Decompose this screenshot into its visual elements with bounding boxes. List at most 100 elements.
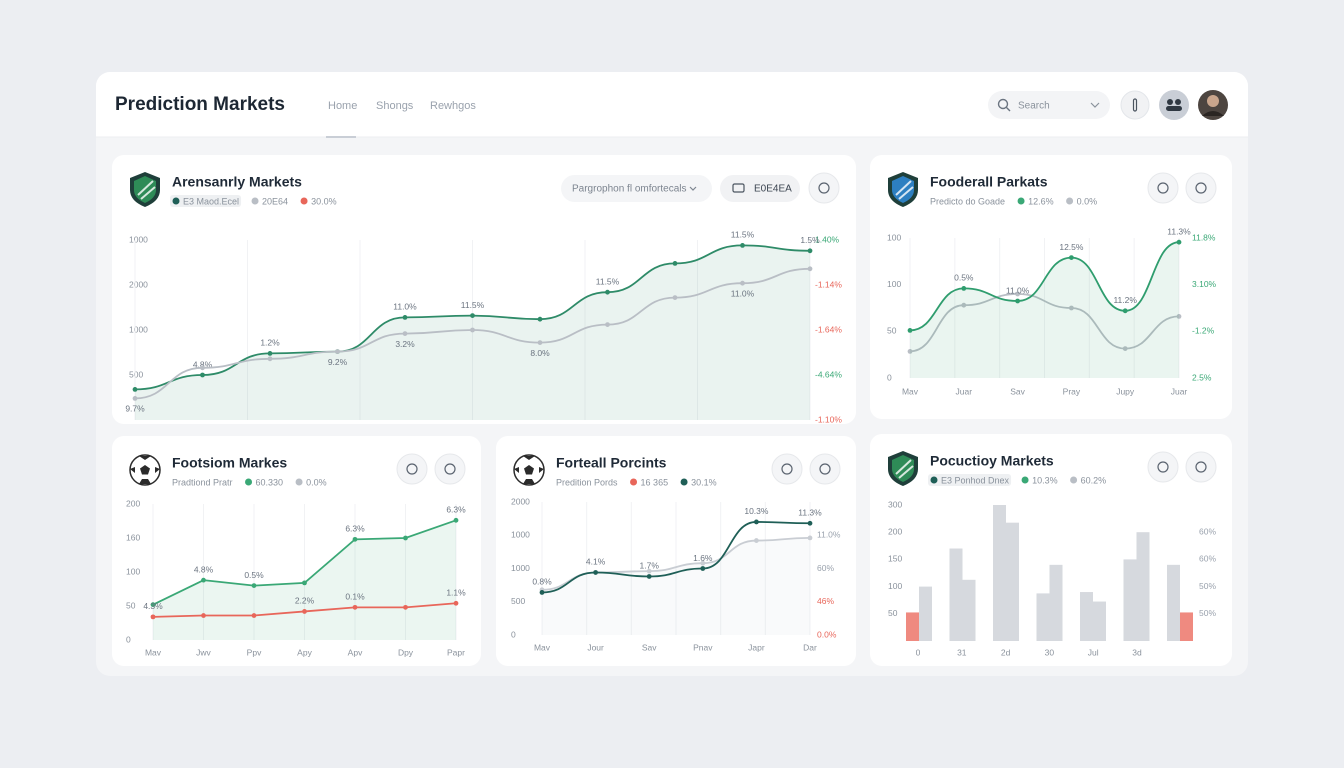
x-axis-label: Sav xyxy=(1010,386,1025,396)
x-axis-label: Pnav xyxy=(693,642,713,652)
icon-glyph xyxy=(406,463,418,475)
avatar-body xyxy=(1202,111,1224,116)
legend-label: 16 365 xyxy=(641,477,669,487)
icon-button[interactable] xyxy=(1185,172,1217,204)
point-label: 11.0% xyxy=(731,288,755,298)
y-axis-label-right: 0.0% xyxy=(817,629,837,639)
x-axis-label: Sav xyxy=(642,642,657,652)
x-axis-label: Jour xyxy=(587,642,604,652)
point-label: 11.3% xyxy=(798,508,822,518)
card-title: Pocuctioy Markets xyxy=(930,453,1054,469)
point xyxy=(1176,239,1182,245)
card: Footsiom Markes Pradtiond Pratr 60.330 0.0%… xyxy=(112,436,481,666)
info-icon xyxy=(1132,98,1138,112)
point xyxy=(605,322,610,327)
search-icon xyxy=(997,98,1009,110)
point xyxy=(961,286,967,291)
search-field[interactable] xyxy=(988,91,1110,119)
y-axis-label-right: 11.8% xyxy=(1192,232,1216,242)
card-title: Footsiom Markes xyxy=(172,455,287,471)
card-icon xyxy=(140,465,150,475)
legend-label: 60.330 xyxy=(256,477,284,487)
nav-link[interactable]: Home xyxy=(328,100,357,112)
y-axis-label: 100 xyxy=(126,566,140,576)
legend-label: 10.3% xyxy=(1032,475,1058,485)
x-axis-label: Dpy xyxy=(398,647,414,657)
icon-button[interactable] xyxy=(1147,451,1179,483)
point xyxy=(150,602,156,608)
point xyxy=(302,609,307,614)
nav-link[interactable]: Rewhgos xyxy=(430,100,476,112)
dropdown-label: Pargrophon fl omfortecals xyxy=(572,184,687,195)
icon-glyph xyxy=(819,463,831,475)
y-axis-label-right: -1.2% xyxy=(1192,326,1215,336)
point xyxy=(403,535,408,541)
area xyxy=(910,242,1179,378)
icon-button[interactable] xyxy=(771,453,803,485)
y-axis-label: 0 xyxy=(887,372,892,382)
legend-dot xyxy=(930,476,938,484)
point-label: 10.3% xyxy=(744,506,769,516)
bar xyxy=(1093,601,1106,641)
point xyxy=(302,580,307,586)
card-title: Forteall Porcints xyxy=(556,455,667,471)
y-axis-label: 100 xyxy=(887,279,901,289)
point xyxy=(672,295,678,300)
x-axis-label: 30 xyxy=(1045,647,1055,657)
bar xyxy=(1123,559,1137,641)
point-label: 4.8% xyxy=(194,564,214,574)
x-axis-label: 31 xyxy=(957,647,967,657)
x-axis-label: Apv xyxy=(348,647,363,657)
users-button[interactable] xyxy=(1159,90,1189,120)
point xyxy=(807,266,813,272)
cards: Arensanrly Markets E3 Maod.Ecel 20E64 30.0%… xyxy=(112,155,1232,666)
x-axis-label: Japr xyxy=(748,642,765,652)
point xyxy=(201,577,206,583)
search-box[interactable]: Search xyxy=(988,91,1110,119)
icon-button[interactable] xyxy=(1185,451,1217,483)
point xyxy=(150,614,156,620)
icon-glyph xyxy=(1195,182,1207,194)
icon-button[interactable] xyxy=(808,172,840,204)
area xyxy=(153,520,456,640)
bar xyxy=(919,586,932,641)
point xyxy=(907,349,913,354)
y-axis-label: 160 xyxy=(126,532,140,542)
legend-dot xyxy=(245,478,253,486)
point xyxy=(352,604,358,610)
icon-button[interactable] xyxy=(434,453,466,485)
point xyxy=(537,316,543,322)
card: Forteall Porcints Predition Pords 16 365 30… xyxy=(496,436,856,666)
point-label: 4.8% xyxy=(193,359,213,369)
point xyxy=(646,574,652,579)
nav-link[interactable]: Shongs xyxy=(376,100,414,112)
point-label: 0.1% xyxy=(345,592,365,602)
button[interactable] xyxy=(720,175,800,202)
icon-button[interactable] xyxy=(1147,172,1179,204)
y-axis-label: 0 xyxy=(126,634,131,644)
point xyxy=(1069,305,1074,311)
legend-label: E3 Ponhod Dnex xyxy=(941,475,1010,485)
legend-chip xyxy=(928,474,1012,486)
point xyxy=(251,583,257,588)
icon-button[interactable] xyxy=(396,453,428,485)
icon-glyph xyxy=(1157,182,1169,194)
y-axis-label-right: 60% xyxy=(1199,554,1216,564)
x-axis-label: Mav xyxy=(534,642,551,652)
y-axis-label: 0 xyxy=(511,629,516,639)
dropdown[interactable] xyxy=(561,175,712,202)
point-label: 6.3% xyxy=(446,505,466,515)
y-axis-label-right: 50% xyxy=(1199,581,1216,591)
point xyxy=(402,315,408,320)
point xyxy=(403,604,408,610)
info-button[interactable] xyxy=(1120,90,1150,120)
y-axis-label-right: -4.64% xyxy=(815,369,842,379)
icon-button[interactable] xyxy=(809,453,841,485)
x-axis-label: Juar xyxy=(1171,386,1188,396)
x-axis-label: Papr xyxy=(447,647,465,657)
users-icon xyxy=(1175,99,1181,105)
point-label: 6.3% xyxy=(345,524,365,534)
x-axis-label: Mav xyxy=(145,647,162,657)
point xyxy=(754,519,759,525)
